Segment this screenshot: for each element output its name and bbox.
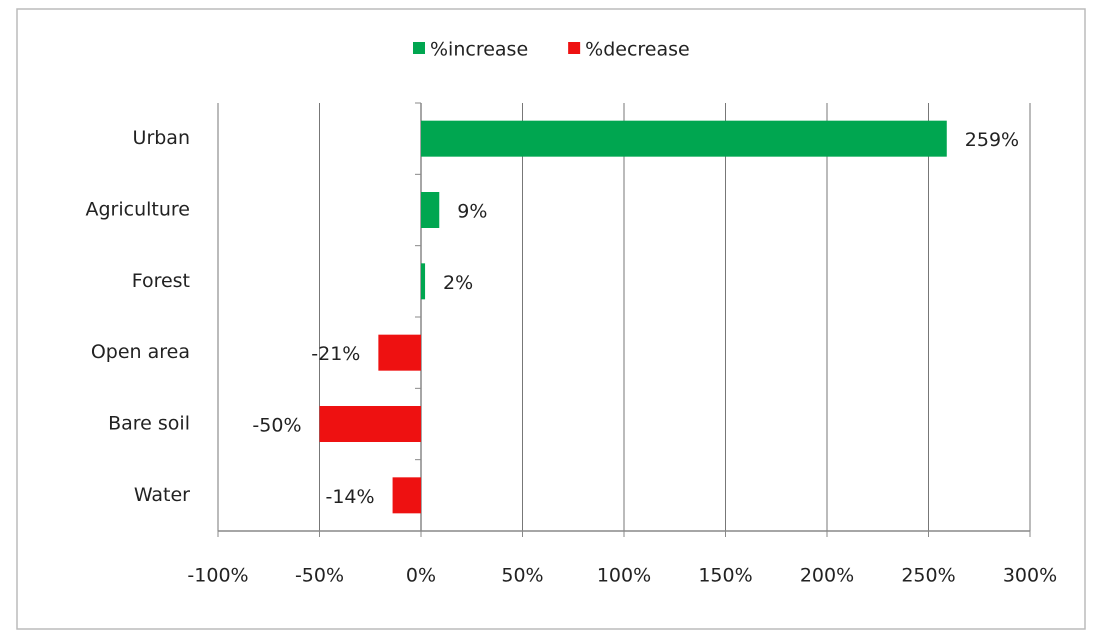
data-label: 259% (965, 129, 1019, 151)
x-tick-label: 0% (406, 565, 436, 587)
y-tick-label: Agriculture (86, 199, 191, 221)
bar (319, 406, 421, 442)
x-tick-label: 100% (597, 565, 651, 587)
bar (392, 477, 421, 514)
x-tick-label: 200% (800, 565, 854, 587)
bar (421, 263, 426, 300)
legend-swatch (413, 42, 425, 54)
data-label: 2% (443, 272, 473, 294)
chart-border (16, 8, 1086, 630)
x-tick-label: -50% (295, 565, 344, 587)
legend-label: %decrease (585, 39, 690, 61)
bar (378, 334, 421, 371)
y-tick-label: Urban (133, 127, 190, 149)
data-label: 9% (457, 201, 487, 223)
y-tick-label: Forest (132, 270, 190, 292)
x-tick-label: 50% (501, 565, 543, 587)
x-tick-label: 150% (698, 565, 752, 587)
bar (421, 120, 947, 157)
x-tick-label: 300% (1003, 565, 1057, 587)
data-label: -14% (325, 486, 374, 508)
x-tick-label: -100% (187, 565, 248, 587)
data-label: -21% (311, 343, 360, 365)
x-tick-label: 250% (901, 565, 955, 587)
y-tick-label: Water (134, 484, 190, 506)
y-tick-label: Bare soil (108, 413, 190, 435)
legend-swatch (568, 42, 581, 54)
y-tick-label: Open area (91, 341, 190, 363)
bar (421, 192, 440, 228)
legend-label: %increase (430, 39, 528, 61)
data-label: -50% (252, 415, 301, 437)
